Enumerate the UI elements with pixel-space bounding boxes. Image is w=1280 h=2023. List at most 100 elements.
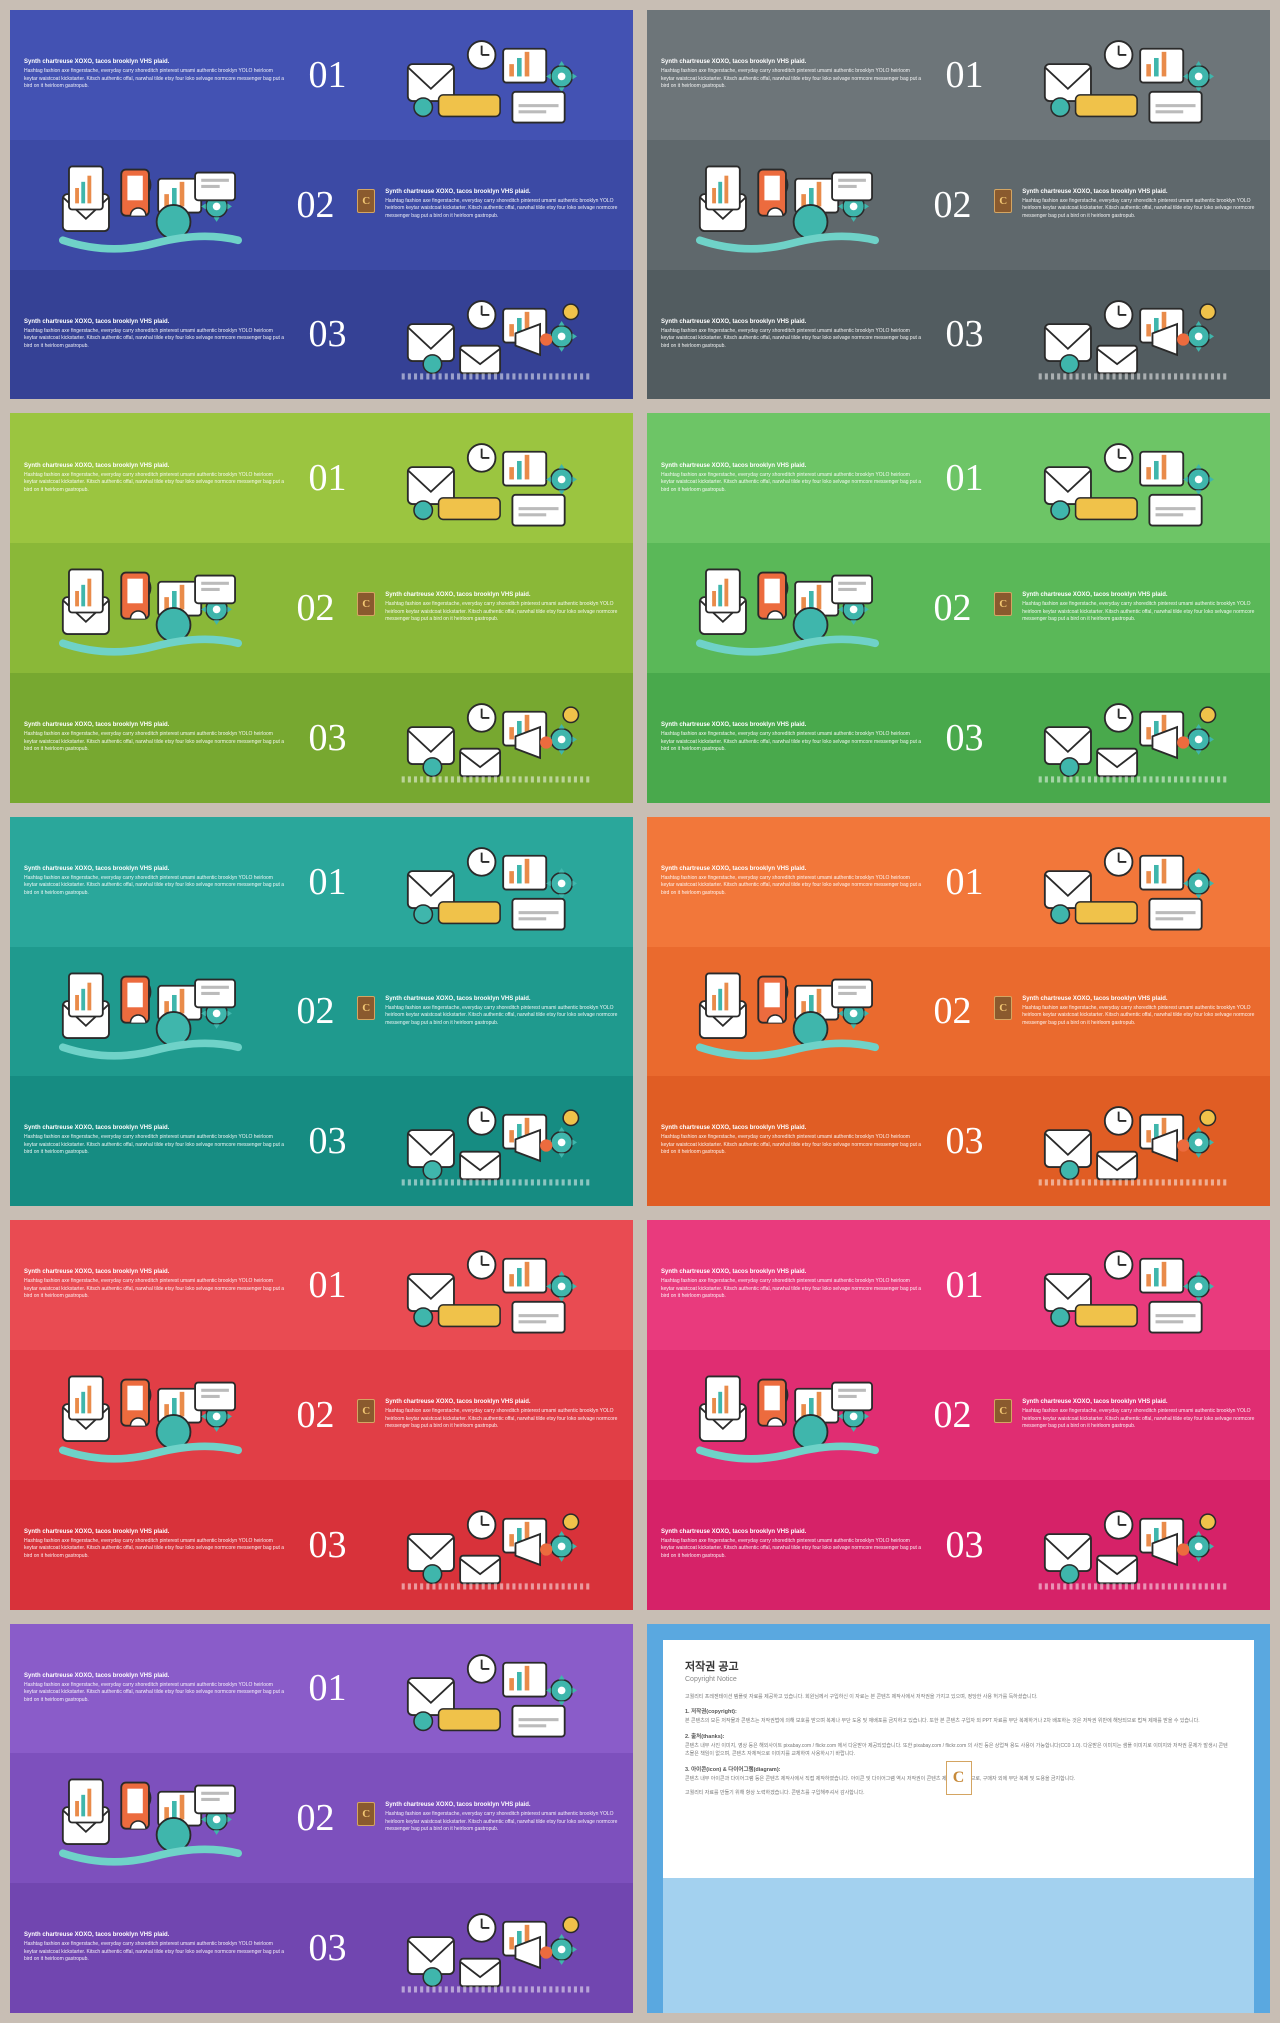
copyright-panel: 저작권 공고 Copyright Notice 고퀄리티 프레젠테이션 템플릿 … bbox=[663, 1640, 1254, 1878]
row-illustration bbox=[24, 551, 274, 665]
row-body: Hashtag fashion axe fingerstache, everyd… bbox=[1022, 601, 1256, 624]
row-number: 01 bbox=[923, 860, 1006, 904]
row-title: Synth chartreuse XOXO, tacos brooklyn VH… bbox=[385, 1399, 619, 1405]
row-illustration bbox=[24, 1761, 274, 1875]
row-number: 01 bbox=[286, 1263, 369, 1307]
row-illustration-1 bbox=[369, 1632, 619, 1746]
row-title: Synth chartreuse XOXO, tacos brooklyn VH… bbox=[24, 463, 286, 469]
template-slide-2: Synth chartreuse XOXO, tacos brooklyn VH… bbox=[647, 10, 1270, 399]
row-title: Synth chartreuse XOXO, tacos brooklyn VH… bbox=[385, 996, 619, 1002]
slide-row: Synth chartreuse XOXO, tacos brooklyn VH… bbox=[647, 1220, 1270, 1350]
slide-row: Synth chartreuse XOXO, tacos brooklyn VH… bbox=[10, 1883, 633, 2013]
row-number: 02 bbox=[911, 1393, 994, 1437]
row-illustration bbox=[661, 955, 911, 1069]
row-title: Synth chartreuse XOXO, tacos brooklyn VH… bbox=[661, 1529, 923, 1535]
row-illustration bbox=[1006, 1084, 1256, 1198]
row-text-block: C Synth chartreuse XOXO, tacos brooklyn … bbox=[994, 189, 1256, 221]
row-illustration-1 bbox=[1006, 1228, 1256, 1342]
row-text-block: Synth chartreuse XOXO, tacos brooklyn VH… bbox=[24, 463, 286, 495]
copyright-lower-band bbox=[663, 1878, 1254, 2013]
row-illustration-2 bbox=[24, 551, 274, 665]
row-title: Synth chartreuse XOXO, tacos brooklyn VH… bbox=[385, 592, 619, 598]
row-body: Hashtag fashion axe fingerstache, everyd… bbox=[24, 1538, 286, 1561]
row-title: Synth chartreuse XOXO, tacos brooklyn VH… bbox=[661, 319, 923, 325]
row-text-block: C Synth chartreuse XOXO, tacos brooklyn … bbox=[994, 592, 1256, 624]
copyright-section-heading: 2. 출처(thanks): bbox=[685, 1732, 1232, 1740]
row-text-block: Synth chartreuse XOXO, tacos brooklyn VH… bbox=[661, 866, 923, 898]
slide-row: C Synth chartreuse XOXO, tacos brooklyn … bbox=[10, 140, 633, 270]
copyright-intro: 고퀄리티 프레젠테이션 템플릿 자료를 제공하고 있습니다. 회원님께서 구입하… bbox=[685, 1693, 1232, 1702]
row-text-block: Synth chartreuse XOXO, tacos brooklyn VH… bbox=[24, 1125, 286, 1157]
slide-row: Synth chartreuse XOXO, tacos brooklyn VH… bbox=[10, 1220, 633, 1350]
row-number: 02 bbox=[274, 1796, 357, 1840]
row-title: Synth chartreuse XOXO, tacos brooklyn VH… bbox=[661, 463, 923, 469]
row-title: Synth chartreuse XOXO, tacos brooklyn VH… bbox=[661, 59, 923, 65]
row-text-block: C Synth chartreuse XOXO, tacos brooklyn … bbox=[357, 592, 619, 624]
row-illustration bbox=[369, 278, 619, 392]
row-illustration bbox=[1006, 278, 1256, 392]
row-text-block: Synth chartreuse XOXO, tacos brooklyn VH… bbox=[24, 722, 286, 754]
row-text-block: Synth chartreuse XOXO, tacos brooklyn VH… bbox=[24, 1529, 286, 1561]
row-number: 03 bbox=[286, 312, 369, 356]
slide-row: C Synth chartreuse XOXO, tacos brooklyn … bbox=[647, 1350, 1270, 1480]
slide-row: C Synth chartreuse XOXO, tacos brooklyn … bbox=[10, 543, 633, 673]
row-text-block: C Synth chartreuse XOXO, tacos brooklyn … bbox=[357, 189, 619, 221]
row-illustration-2 bbox=[24, 148, 274, 262]
slide-row: C Synth chartreuse XOXO, tacos brooklyn … bbox=[10, 947, 633, 1077]
row-body: Hashtag fashion axe fingerstache, everyd… bbox=[385, 198, 619, 221]
row-illustration bbox=[24, 148, 274, 262]
row-number: 01 bbox=[923, 456, 1006, 500]
copyright-section-text: 콘텐츠 내부 사진 이미지, 영상 등은 해외사이트 pixabay.com /… bbox=[685, 1742, 1232, 1759]
copyright-section-heading: 1. 저작권(copyright): bbox=[685, 1707, 1232, 1715]
row-illustration-3 bbox=[1006, 681, 1256, 795]
template-slide-5: Synth chartreuse XOXO, tacos brooklyn VH… bbox=[10, 817, 633, 1206]
slide-row: C Synth chartreuse XOXO, tacos brooklyn … bbox=[647, 947, 1270, 1077]
row-number: 03 bbox=[286, 1119, 369, 1163]
row-illustration bbox=[369, 421, 619, 535]
row-number: 03 bbox=[923, 312, 1006, 356]
row-text-block: Synth chartreuse XOXO, tacos brooklyn VH… bbox=[24, 319, 286, 351]
row-text-block: Synth chartreuse XOXO, tacos brooklyn VH… bbox=[24, 866, 286, 898]
slide-row: C Synth chartreuse XOXO, tacos brooklyn … bbox=[10, 1753, 633, 1883]
row-illustration-2 bbox=[661, 1358, 911, 1472]
slide-row: Synth chartreuse XOXO, tacos brooklyn VH… bbox=[647, 1076, 1270, 1206]
brand-badge: C bbox=[994, 189, 1012, 213]
brand-badge: C bbox=[357, 592, 375, 616]
slide-row: Synth chartreuse XOXO, tacos brooklyn VH… bbox=[10, 1480, 633, 1610]
row-illustration bbox=[24, 955, 274, 1069]
row-number: 02 bbox=[911, 989, 994, 1033]
row-illustration-1 bbox=[1006, 825, 1256, 939]
row-body: Hashtag fashion axe fingerstache, everyd… bbox=[385, 1408, 619, 1431]
slide-row: Synth chartreuse XOXO, tacos brooklyn VH… bbox=[10, 817, 633, 947]
row-illustration-3 bbox=[369, 1891, 619, 2005]
row-body: Hashtag fashion axe fingerstache, everyd… bbox=[661, 1134, 923, 1157]
row-title: Synth chartreuse XOXO, tacos brooklyn VH… bbox=[661, 722, 923, 728]
row-illustration-1 bbox=[369, 825, 619, 939]
row-illustration bbox=[369, 1891, 619, 2005]
row-number: 01 bbox=[286, 53, 369, 97]
slide-row: Synth chartreuse XOXO, tacos brooklyn VH… bbox=[647, 270, 1270, 400]
row-text-block: Synth chartreuse XOXO, tacos brooklyn VH… bbox=[661, 1269, 923, 1301]
row-illustration-2 bbox=[661, 148, 911, 262]
row-body: Hashtag fashion axe fingerstache, everyd… bbox=[24, 1941, 286, 1964]
slide-row: Synth chartreuse XOXO, tacos brooklyn VH… bbox=[10, 1624, 633, 1754]
row-illustration bbox=[1006, 18, 1256, 132]
row-illustration-1 bbox=[369, 421, 619, 535]
row-title: Synth chartreuse XOXO, tacos brooklyn VH… bbox=[1022, 1399, 1256, 1405]
row-illustration bbox=[369, 1632, 619, 1746]
row-body: Hashtag fashion axe fingerstache, everyd… bbox=[1022, 1408, 1256, 1431]
brand-badge: C bbox=[994, 996, 1012, 1020]
row-illustration bbox=[369, 825, 619, 939]
row-number: 02 bbox=[274, 1393, 357, 1437]
template-slide-7: Synth chartreuse XOXO, tacos brooklyn VH… bbox=[10, 1220, 633, 1609]
row-illustration-3 bbox=[1006, 1488, 1256, 1602]
row-body: Hashtag fashion axe fingerstache, everyd… bbox=[661, 731, 923, 754]
brand-badge: C bbox=[357, 996, 375, 1020]
row-number: 01 bbox=[286, 456, 369, 500]
row-title: Synth chartreuse XOXO, tacos brooklyn VH… bbox=[24, 319, 286, 325]
row-illustration bbox=[369, 18, 619, 132]
slide-row: Synth chartreuse XOXO, tacos brooklyn VH… bbox=[647, 673, 1270, 803]
row-illustration bbox=[1006, 421, 1256, 535]
template-slide-3: Synth chartreuse XOXO, tacos brooklyn VH… bbox=[10, 413, 633, 802]
slide-row: Synth chartreuse XOXO, tacos brooklyn VH… bbox=[10, 270, 633, 400]
